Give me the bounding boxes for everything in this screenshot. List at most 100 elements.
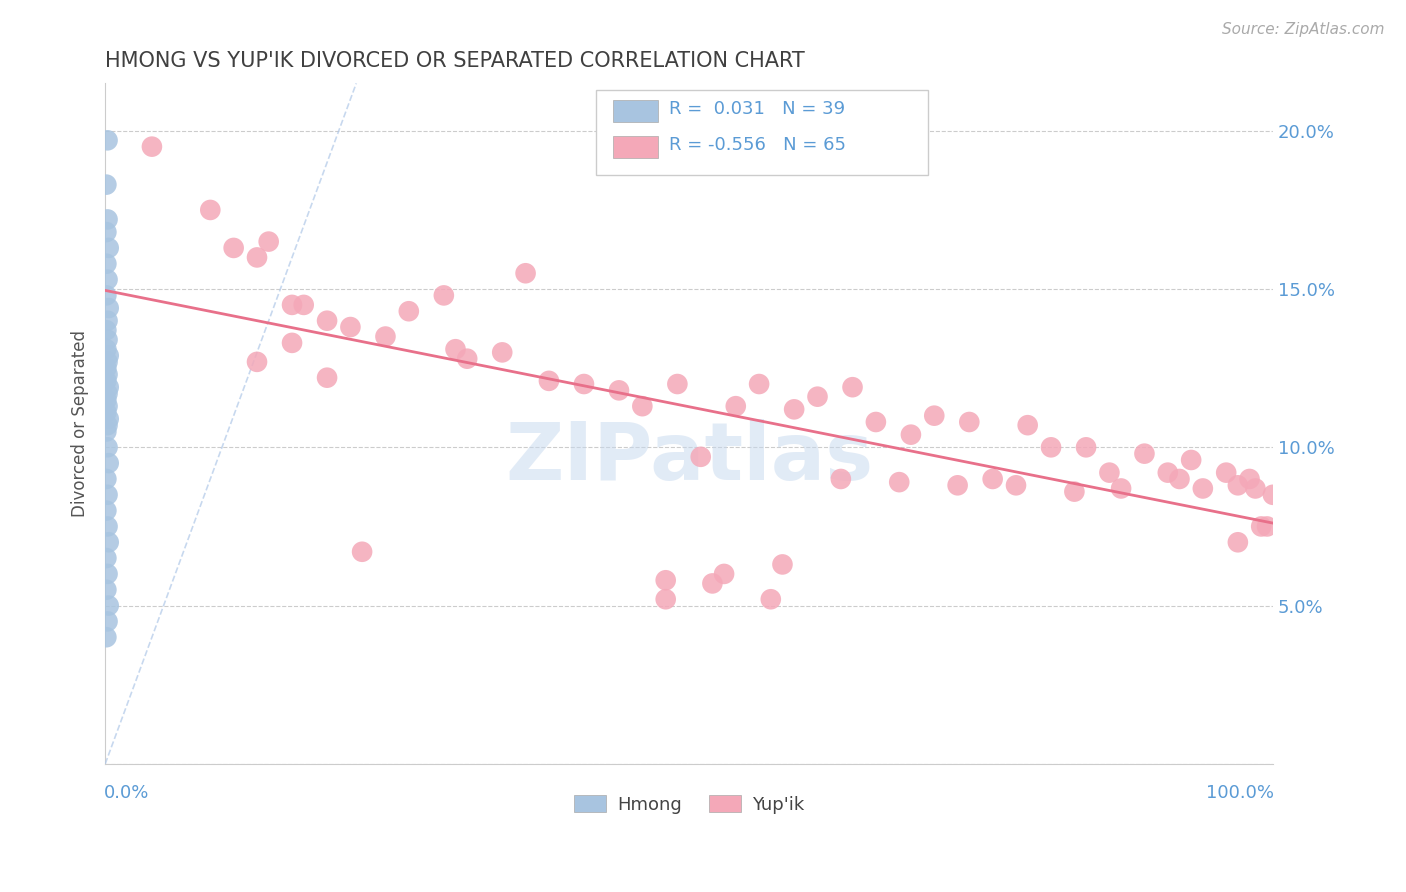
Text: ZIPatlas: ZIPatlas (505, 418, 873, 497)
Point (96, 440, 118, 454)
Point (724, 399, 747, 413)
Point (654, 592, 676, 607)
Point (1226, 535, 1249, 549)
Point (1215, 466, 1237, 480)
Point (96, 566, 118, 581)
Point (96, 314, 118, 328)
Point (957, 415, 980, 429)
Point (96, 615, 118, 629)
Point (922, 409, 945, 423)
Point (666, 377, 689, 392)
Point (981, 472, 1004, 486)
Point (96, 355, 118, 369)
Point (607, 384, 630, 398)
Point (1098, 466, 1121, 480)
Point (97, 599, 120, 613)
Point (96, 399, 118, 413)
Point (946, 478, 969, 492)
Point (759, 592, 782, 607)
Point (96, 361, 118, 376)
Point (1040, 440, 1063, 454)
Point (713, 566, 735, 581)
Point (96, 418, 118, 433)
Point (1074, 440, 1097, 454)
Point (1133, 447, 1156, 461)
Point (865, 415, 887, 429)
Point (1250, 519, 1272, 533)
Point (96, 288, 118, 302)
Point (96, 405, 118, 419)
Point (96, 392, 118, 407)
Point (1256, 519, 1278, 533)
Point (830, 472, 852, 486)
Text: Source: ZipAtlas.com: Source: ZipAtlas.com (1222, 22, 1385, 37)
Point (97, 380, 120, 394)
Point (772, 558, 794, 572)
Point (631, 399, 654, 413)
Point (1109, 482, 1132, 496)
Point (1261, 488, 1284, 502)
Point (292, 298, 315, 312)
Text: 100.0%: 100.0% (1206, 784, 1274, 802)
Point (96, 551, 118, 566)
Point (281, 298, 304, 312)
Point (1063, 484, 1085, 499)
Point (1180, 453, 1202, 467)
Point (433, 288, 456, 302)
Point (398, 304, 420, 318)
Point (806, 390, 828, 404)
Point (654, 574, 676, 588)
Point (97, 349, 120, 363)
Point (783, 402, 806, 417)
Point (572, 377, 595, 392)
Point (96, 425, 118, 439)
Point (200, 202, 222, 217)
Point (316, 370, 339, 384)
Point (222, 241, 245, 255)
Point (97, 456, 120, 470)
Text: 0.0%: 0.0% (104, 784, 149, 802)
Point (141, 139, 163, 153)
Point (97, 535, 120, 549)
Point (96, 133, 118, 147)
Point (1005, 478, 1028, 492)
Point (900, 427, 922, 442)
Point (96, 503, 118, 517)
Point (96, 374, 118, 388)
Point (456, 351, 478, 366)
Text: HMONG VS YUP'IK DIVORCED OR SEPARATED CORRELATION CHART: HMONG VS YUP'IK DIVORCED OR SEPARATED CO… (105, 51, 806, 70)
Point (1168, 472, 1191, 486)
Point (96, 386, 118, 401)
Point (97, 241, 120, 255)
Point (841, 380, 863, 394)
Point (1239, 472, 1261, 486)
Point (96, 488, 118, 502)
Point (689, 450, 711, 464)
Point (96, 630, 118, 644)
Legend: Hmong, Yup'ik: Hmong, Yup'ik (565, 786, 814, 822)
Point (444, 342, 467, 356)
FancyBboxPatch shape (596, 90, 928, 175)
Y-axis label: Divorced or Separated: Divorced or Separated (72, 330, 89, 517)
Point (96, 342, 118, 356)
Point (96, 178, 118, 192)
Point (246, 355, 269, 369)
Point (257, 235, 280, 249)
Point (96, 472, 118, 486)
Point (339, 320, 361, 334)
Point (96, 225, 118, 239)
Point (374, 329, 396, 343)
Point (96, 323, 118, 337)
Point (96, 368, 118, 382)
Point (96, 272, 118, 286)
Point (702, 576, 724, 591)
Point (889, 475, 911, 490)
Point (537, 374, 560, 388)
Point (491, 345, 513, 359)
Point (246, 251, 269, 265)
Text: R =  0.031   N = 39: R = 0.031 N = 39 (669, 100, 845, 118)
Point (515, 266, 537, 280)
Point (96, 582, 118, 597)
Point (96, 212, 118, 227)
Point (1192, 482, 1215, 496)
